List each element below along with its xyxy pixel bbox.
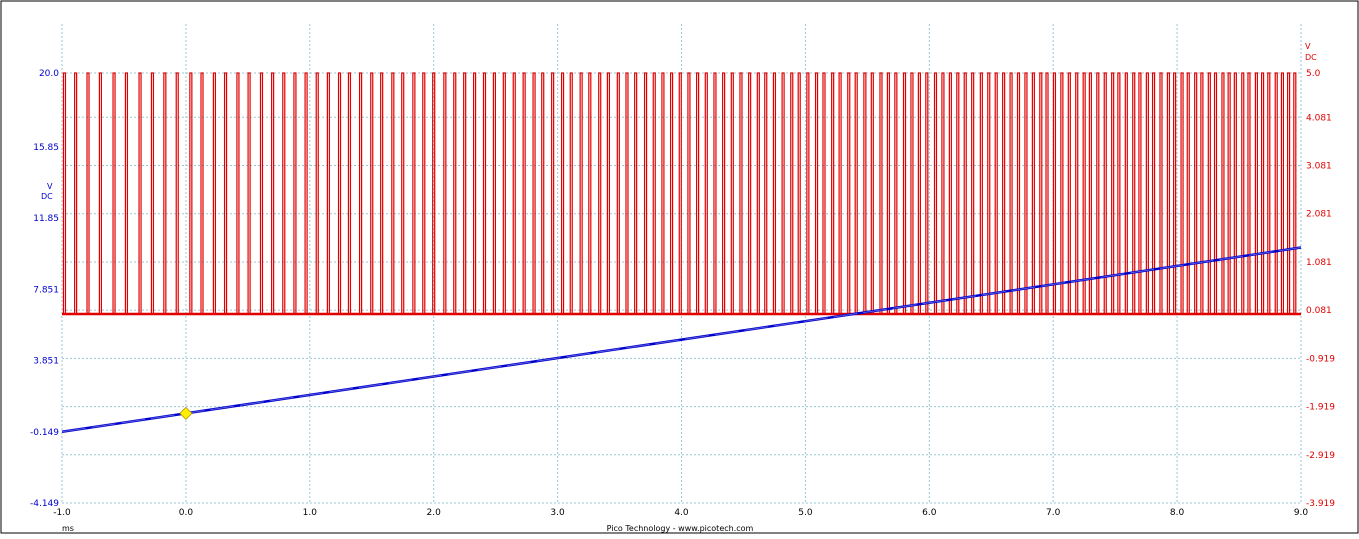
right-tick-label: -2.919 [1306, 451, 1335, 461]
right-axis-ticks: 5.0 4.081 3.081 2.081 1.081 0.081 -0.919 -1.919… [1306, 69, 1335, 509]
x-tick-label: 9.0 [1294, 508, 1309, 518]
channel-a-trace [61, 246, 1302, 434]
x-tick-label: 4.0 [674, 508, 689, 518]
right-tick-label: 2.081 [1306, 210, 1332, 220]
channel-b-series [62, 72, 1301, 316]
x-tick-label: -1.0 [53, 508, 71, 518]
right-tick-label: -0.919 [1306, 354, 1335, 364]
right-tick-label: 3.081 [1306, 162, 1332, 172]
left-tick-label: 3.851 [33, 357, 59, 367]
channel-b-pulse-trace [62, 72, 1301, 315]
trigger-marker[interactable] [179, 406, 193, 420]
x-axis-unit: ms [62, 524, 74, 533]
x-tick-label: 8.0 [1170, 508, 1185, 518]
x-tick-label: 3.0 [550, 508, 565, 518]
channel-a-series [61, 246, 1302, 434]
left-tick-label: 15.85 [33, 143, 59, 153]
left-axis-ticks: 20.0 15.85 11.85 7.851 3.851 -0.149 -4.149 [30, 69, 59, 509]
x-tick-label: 6.0 [922, 508, 937, 518]
left-axis-unit: V [47, 182, 53, 191]
left-tick-label: 11.85 [33, 214, 59, 224]
x-tick-label: 0.0 [179, 508, 194, 518]
left-tick-label: -4.149 [30, 499, 59, 509]
grid [61, 24, 1302, 504]
left-axis-coupling: DC [41, 192, 53, 201]
x-tick-label: 1.0 [303, 508, 318, 518]
right-axis-unit: V [1305, 42, 1311, 51]
x-axis-ticks: -1.0 0.0 1.0 2.0 3.0 4.0 5.0 6.0 7.0 8.0 9.0 [53, 508, 1308, 518]
right-tick-label: -3.919 [1306, 499, 1335, 509]
trigger-marker-layer [179, 406, 193, 420]
left-tick-label: -0.149 [30, 428, 59, 438]
left-tick-label: 20.0 [39, 69, 59, 79]
right-tick-label: 4.081 [1306, 113, 1332, 123]
left-tick-label: 7.851 [33, 285, 59, 295]
right-tick-label: -1.919 [1306, 403, 1335, 413]
x-tick-label: 5.0 [798, 508, 813, 518]
right-axis-coupling: DC [1305, 53, 1317, 62]
x-tick-label: 2.0 [427, 508, 442, 518]
x-tick-label: 7.0 [1046, 508, 1061, 518]
right-tick-label: 5.0 [1306, 69, 1321, 79]
right-tick-label: 1.081 [1306, 258, 1332, 268]
right-tick-label: 0.081 [1306, 306, 1332, 316]
footer-credit: Pico Technology - www.picotech.com [607, 524, 754, 533]
channel-a-trace-dashes [61, 247, 1302, 433]
